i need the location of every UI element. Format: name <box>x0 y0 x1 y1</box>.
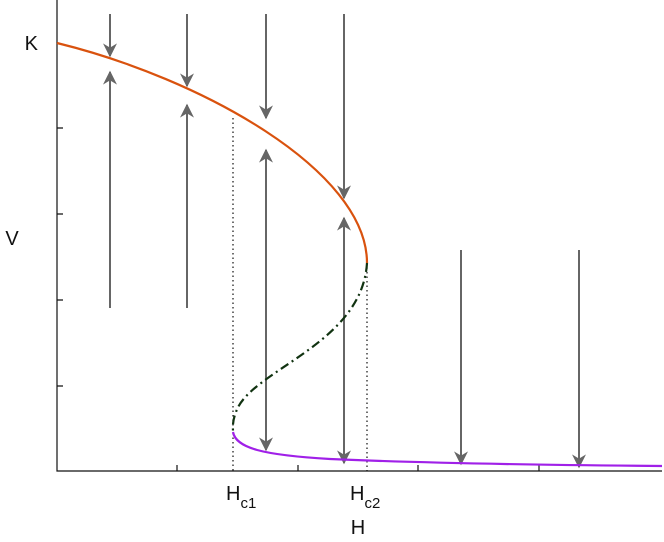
hc1-label: Hc1 <box>226 483 256 512</box>
branches <box>56 41 663 468</box>
k-label: K <box>25 33 39 55</box>
axes <box>56 0 662 472</box>
hc1-sub: c1 <box>240 495 256 512</box>
x-axis-label: H <box>351 517 365 539</box>
threshold-lines <box>232 118 368 471</box>
hc1-base: H <box>226 483 240 505</box>
hc2-label: Hc2 <box>350 483 380 512</box>
y-axis-label: V <box>5 228 19 250</box>
hc2-sub: c2 <box>364 495 380 512</box>
hc2-base: H <box>350 483 364 505</box>
flow-arrows <box>103 14 586 469</box>
